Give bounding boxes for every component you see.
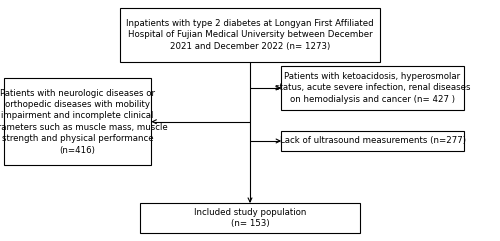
Text: Included study population
(n= 153): Included study population (n= 153) xyxy=(194,208,306,228)
FancyBboxPatch shape xyxy=(4,78,151,165)
Text: Patients with neurologic diseases or
orthopedic diseases with mobility
impairmen: Patients with neurologic diseases or ort… xyxy=(0,89,168,155)
FancyBboxPatch shape xyxy=(281,66,464,110)
Text: Patients with ketoacidosis, hyperosmolar
status, acute severe infection, renal d: Patients with ketoacidosis, hyperosmolar… xyxy=(275,72,470,104)
Text: Inpatients with type 2 diabetes at Longyan First Affiliated
Hospital of Fujian M: Inpatients with type 2 diabetes at Longy… xyxy=(126,19,374,51)
FancyBboxPatch shape xyxy=(281,131,464,151)
Text: Lack of ultrasound measurements (n=277): Lack of ultrasound measurements (n=277) xyxy=(280,136,466,146)
FancyBboxPatch shape xyxy=(120,8,380,62)
FancyBboxPatch shape xyxy=(140,203,360,233)
